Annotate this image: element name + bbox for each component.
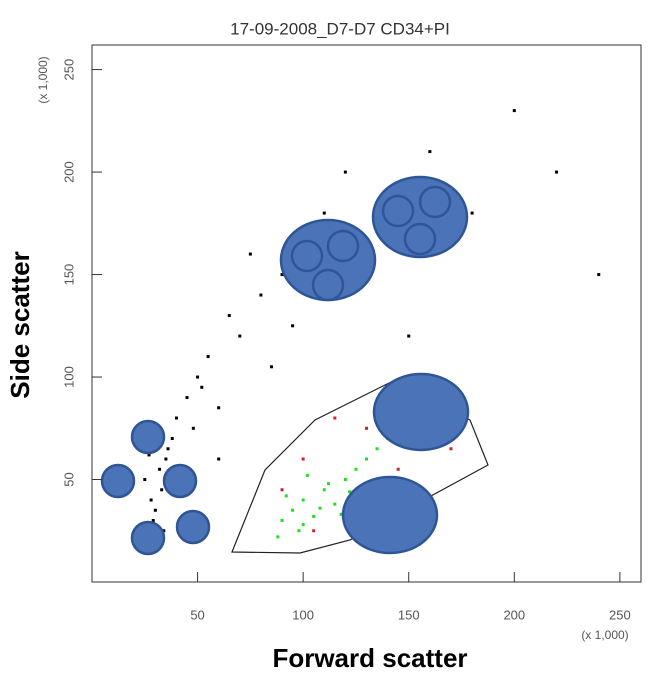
granule (311, 268, 345, 302)
point (164, 457, 168, 461)
point (312, 529, 316, 533)
cell (372, 372, 470, 452)
point (162, 529, 166, 533)
point (322, 211, 326, 215)
point (301, 498, 305, 502)
cell (130, 520, 166, 556)
point (174, 416, 178, 420)
point (339, 512, 343, 516)
y-multiplier: (x 1,000) (36, 56, 50, 103)
point (149, 498, 153, 502)
point (375, 447, 379, 451)
point (396, 467, 400, 471)
point (238, 334, 242, 338)
granule (290, 239, 324, 273)
point (151, 519, 155, 523)
point (185, 396, 189, 400)
point (259, 293, 263, 297)
point (333, 416, 337, 420)
point (365, 426, 368, 430)
point (227, 314, 231, 318)
point (248, 252, 252, 256)
granule (403, 222, 437, 256)
gate (231, 379, 489, 554)
granule (381, 194, 415, 228)
cell (175, 509, 211, 545)
point (160, 488, 164, 492)
point (470, 211, 474, 215)
point (365, 457, 368, 461)
point (280, 273, 284, 277)
point (449, 447, 453, 451)
points (143, 109, 601, 539)
y-tick-label: 200 (61, 161, 76, 183)
point (297, 529, 301, 533)
point (326, 482, 330, 486)
point (280, 519, 284, 523)
point (305, 473, 309, 477)
point (555, 170, 559, 174)
x-tick-label: 250 (609, 607, 631, 622)
y-tick-label: 250 (61, 59, 76, 81)
point (343, 170, 347, 174)
point (291, 508, 295, 512)
point (191, 426, 195, 430)
cell (100, 463, 136, 499)
point (153, 508, 157, 512)
point (597, 273, 601, 277)
y-tick-label: 100 (61, 366, 76, 388)
point (217, 457, 221, 461)
point (312, 514, 316, 518)
point (348, 490, 352, 494)
point (280, 488, 284, 492)
x-tick-label: 100 (292, 607, 314, 622)
cell (341, 475, 439, 555)
point (318, 506, 322, 510)
point (276, 535, 280, 539)
x-tick-label: 50 (190, 607, 204, 622)
point (407, 334, 411, 338)
point (147, 453, 151, 457)
point (301, 457, 305, 461)
cell (162, 463, 198, 499)
cell (130, 419, 166, 455)
point (143, 478, 147, 482)
point (428, 150, 432, 154)
point (170, 437, 174, 441)
x-tick-label: 150 (398, 607, 420, 622)
point (284, 494, 288, 498)
plot-frame (91, 44, 642, 583)
point (206, 355, 210, 359)
point (322, 488, 326, 492)
x-axis-label: Forward scatter (272, 643, 467, 673)
y-tick-label: 150 (61, 264, 76, 286)
point (354, 467, 358, 471)
granule (418, 185, 452, 219)
point (333, 502, 337, 506)
point (200, 385, 204, 389)
y-tick-label: 50 (61, 472, 76, 486)
point (196, 375, 200, 379)
y-axis-label: Side scatter (5, 251, 35, 398)
point (166, 447, 170, 451)
point (291, 324, 295, 328)
chart-title: 17-09-2008_D7-D7 CD34+PI (230, 19, 450, 38)
point (158, 467, 162, 471)
point (217, 406, 221, 410)
granule (326, 229, 360, 263)
point (301, 523, 305, 527)
cell-illustrations (100, 175, 470, 556)
point (512, 109, 516, 113)
point (269, 365, 273, 369)
x-tick-label: 200 (503, 607, 525, 622)
x-multiplier: (x 1,000) (581, 628, 628, 642)
point (343, 478, 347, 482)
